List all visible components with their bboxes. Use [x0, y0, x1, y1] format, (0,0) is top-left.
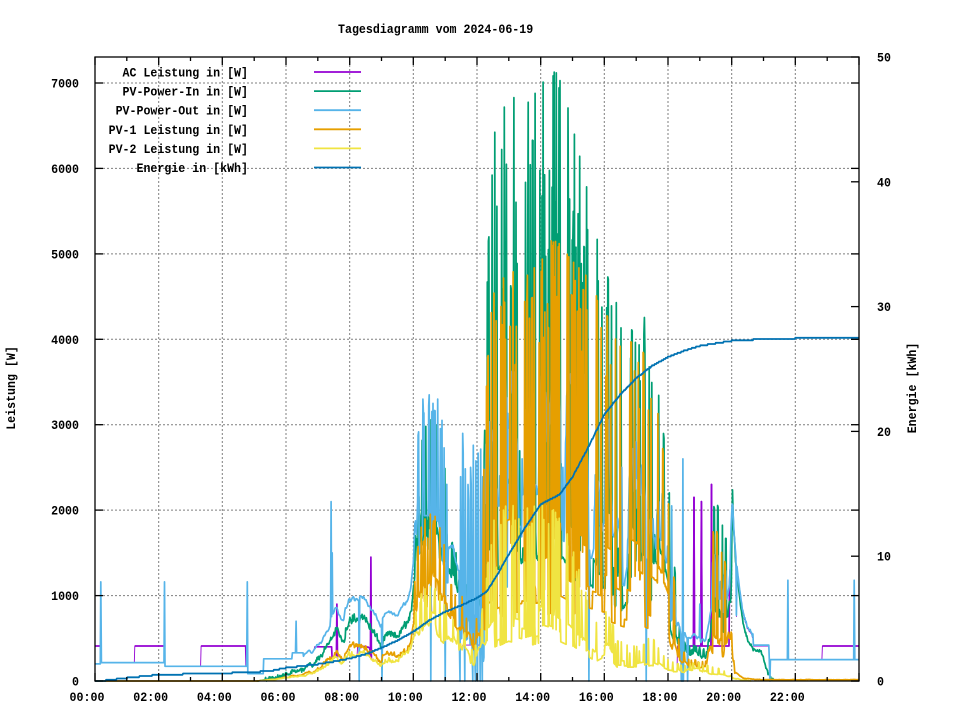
svg-text:20: 20 [877, 425, 891, 440]
svg-text:PV-2 Leistung in [W]: PV-2 Leistung in [W] [109, 142, 248, 157]
svg-text:0: 0 [877, 675, 884, 690]
svg-text:00:00: 00:00 [70, 690, 105, 705]
svg-text:02:00: 02:00 [133, 690, 168, 705]
svg-text:06:00: 06:00 [261, 690, 296, 705]
svg-text:Energie [kWh]: Energie [kWh] [905, 343, 920, 434]
svg-text:6000: 6000 [51, 162, 79, 177]
svg-text:PV-Power-In in [W]: PV-Power-In in [W] [123, 85, 249, 100]
svg-text:PV-1 Leistung in [W]: PV-1 Leistung in [W] [109, 123, 248, 138]
svg-text:3000: 3000 [51, 418, 79, 433]
svg-text:Energie in [kWh]: Energie in [kWh] [137, 161, 249, 176]
svg-text:08:00: 08:00 [324, 690, 359, 705]
svg-text:7000: 7000 [51, 77, 79, 92]
svg-text:16:00: 16:00 [579, 690, 614, 705]
svg-text:Tagesdiagramm vom 2024-06-19: Tagesdiagramm vom 2024-06-19 [338, 22, 533, 37]
svg-text:PV-Power-Out in [W]: PV-Power-Out in [W] [116, 104, 248, 119]
svg-text:18:00: 18:00 [643, 690, 678, 705]
svg-text:04:00: 04:00 [197, 690, 232, 705]
svg-text:40: 40 [877, 175, 891, 190]
svg-text:14:00: 14:00 [515, 690, 550, 705]
svg-text:5000: 5000 [51, 247, 79, 262]
svg-text:50: 50 [877, 51, 891, 66]
svg-text:20:00: 20:00 [706, 690, 741, 705]
svg-text:30: 30 [877, 300, 891, 315]
svg-text:10: 10 [877, 550, 891, 565]
svg-text:1000: 1000 [51, 589, 79, 604]
svg-text:2000: 2000 [51, 504, 79, 519]
svg-text:Leistung [W]: Leistung [W] [4, 346, 19, 430]
svg-text:10:00: 10:00 [388, 690, 423, 705]
svg-text:12:00: 12:00 [452, 690, 487, 705]
svg-text:AC Leistung in [W]: AC Leistung in [W] [123, 66, 249, 81]
svg-text:22:00: 22:00 [770, 690, 805, 705]
svg-text:4000: 4000 [51, 333, 79, 348]
svg-text:0: 0 [72, 675, 79, 690]
